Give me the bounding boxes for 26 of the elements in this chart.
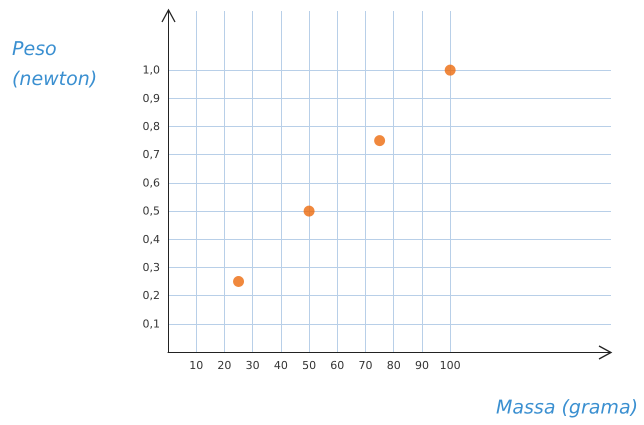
x-tick-label: 50 xyxy=(302,359,316,372)
y-tick-label: 0,5 xyxy=(142,204,160,218)
y-tick-label: 0,8 xyxy=(142,120,160,134)
x-tick-label: 60 xyxy=(330,359,344,372)
point xyxy=(233,276,244,288)
point xyxy=(374,135,386,146)
y-tick-label: 0,3 xyxy=(142,260,160,274)
point xyxy=(304,206,315,217)
point xyxy=(444,64,456,76)
x-tick-label: 100 xyxy=(440,359,461,372)
x-tick-label: 30 xyxy=(246,359,260,372)
y-axis-title: Peso (newton) xyxy=(12,38,98,90)
x-tick-label: 40 xyxy=(274,359,288,372)
x-tick-label: 80 xyxy=(386,359,401,372)
y-tick-label: 0,6 xyxy=(142,176,160,190)
x-tick-label: 70 xyxy=(358,359,373,372)
y-tick-label: 0,4 xyxy=(142,232,160,246)
x-tick-label: 10 xyxy=(189,359,204,372)
y-tick-label: 0,1 xyxy=(142,317,160,330)
y-tick-label: 0,2 xyxy=(142,289,160,302)
x-tick-label: 90 xyxy=(414,359,429,372)
y-tick-label: 1,0 xyxy=(142,64,160,77)
x-axis-title: Massa (grama) xyxy=(496,396,638,418)
y-tick-label: 0,9 xyxy=(142,92,160,105)
y-tick-label: 0,7 xyxy=(142,148,160,162)
x-tick-label: 20 xyxy=(217,359,232,372)
